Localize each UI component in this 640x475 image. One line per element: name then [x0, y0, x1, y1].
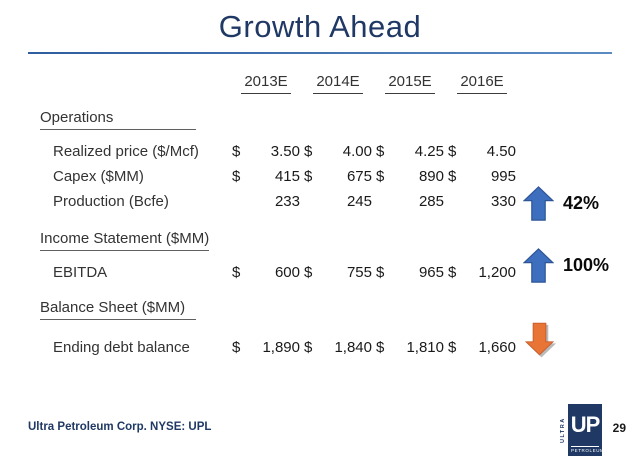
cell-value: 285 — [418, 193, 444, 210]
cell-value: 1,840 — [334, 339, 372, 356]
logo-up-text: UP — [570, 411, 601, 437]
cell-value: 755 — [346, 264, 372, 281]
growth-annotation-production: 42% — [523, 186, 599, 221]
table-row-ending-debt: Ending debt balance $ 1,890 $ 1,840 $ 1,… — [40, 338, 640, 357]
page-number: 29 — [612, 421, 626, 435]
decline-annotation-debt — [525, 320, 554, 358]
currency-symbol: $ — [232, 168, 241, 185]
cell-value: 245 — [346, 193, 372, 210]
header-spacer — [40, 72, 228, 94]
down-arrow-icon — [525, 322, 554, 356]
section-header-operations: Operations — [40, 108, 640, 130]
currency-symbol: $ — [376, 264, 385, 281]
growth-percent: 42% — [563, 193, 600, 213]
column-header-label: 2015E — [385, 72, 435, 94]
section-header-label: Balance Sheet ($MM) — [40, 298, 196, 320]
cell-value: 600 — [274, 264, 300, 281]
column-header-label: 2014E — [313, 72, 363, 94]
row-label: Realized price ($/Mcf) — [53, 143, 199, 160]
row-label: EBITDA — [53, 264, 108, 281]
ultra-petroleum-logo: ULTRA UP PETROLEUM — [560, 404, 604, 456]
currency-symbol: $ — [376, 168, 385, 185]
cell-value: 4.25 — [414, 143, 444, 160]
currency-symbol: $ — [448, 143, 457, 160]
currency-symbol: $ — [448, 264, 457, 281]
cell-value: 330 — [490, 193, 516, 210]
column-header-label: 2013E — [241, 72, 291, 94]
cell-value: 995 — [490, 168, 516, 185]
financial-table: 2013E 2014E 2015E 2016E Operations Reali… — [0, 72, 640, 357]
up-arrow-icon — [523, 186, 554, 221]
row-label: Ending debt balance — [53, 339, 190, 356]
cell-value: 1,810 — [406, 339, 444, 356]
section-header-balance-sheet: Balance Sheet ($MM) — [40, 298, 640, 320]
row-label: Production (Bcfe) — [53, 193, 169, 210]
cell-value: 965 — [418, 264, 444, 281]
currency-symbol: $ — [304, 143, 313, 160]
cell-value: 1,200 — [478, 264, 516, 281]
currency-symbol: $ — [304, 339, 313, 356]
currency-symbol: $ — [448, 339, 457, 356]
table-row-realized-price: Realized price ($/Mcf) $ 3.50 $ 4.00 $ 4… — [40, 142, 640, 161]
cell-value: 233 — [274, 193, 300, 210]
column-header-2014e: 2014E — [304, 72, 372, 94]
column-header-2013e: 2013E — [232, 72, 300, 94]
logo-box: UP PETROLEUM — [568, 404, 604, 456]
growth-annotation-ebitda: 100% — [523, 248, 609, 283]
row-label: Capex ($MM) — [53, 168, 144, 185]
currency-symbol: $ — [232, 264, 241, 281]
table-row-ebitda: EBITDA $ 600 $ 755 $ 965 $ 1,200 — [40, 263, 640, 282]
section-header-label: Income Statement ($MM) — [40, 229, 210, 251]
up-arrow-icon — [523, 248, 554, 283]
currency-symbol: $ — [376, 339, 385, 356]
growth-percent: 100% — [563, 255, 610, 275]
currency-symbol: $ — [232, 339, 241, 356]
currency-symbol: $ — [232, 143, 241, 160]
cell-value: 4.00 — [342, 143, 372, 160]
column-header-2016e: 2016E — [448, 72, 516, 94]
logo-petroleum-text: PETROLEUM — [571, 445, 604, 453]
slide-title: Growth Ahead — [218, 9, 422, 44]
title-divider — [28, 52, 612, 54]
cell-value: 890 — [418, 168, 444, 185]
currency-symbol: $ — [304, 168, 313, 185]
section-header-label: Operations — [40, 108, 196, 130]
currency-symbol: $ — [448, 168, 457, 185]
section-header-income-statement: Income Statement ($MM) — [40, 229, 640, 251]
cell-value: 3.50 — [270, 143, 300, 160]
table-header-row: 2013E 2014E 2015E 2016E — [40, 72, 640, 94]
table-row-production: Production (Bcfe) 233 245 285 330 — [40, 192, 640, 211]
cell-value: 1,660 — [478, 339, 516, 356]
currency-symbol: $ — [376, 143, 385, 160]
footer-company-text: Ultra Petroleum Corp. NYSE: UPL — [28, 421, 212, 433]
column-header-2015e: 2015E — [376, 72, 444, 94]
cell-value: 675 — [346, 168, 372, 185]
cell-value: 415 — [274, 168, 300, 185]
currency-symbol: $ — [304, 264, 313, 281]
logo-ultra-text: ULTRA — [560, 417, 566, 443]
table-row-capex: Capex ($MM) $ 415 $ 675 $ 890 $ 995 — [40, 167, 640, 186]
cell-value: 1,890 — [262, 339, 300, 356]
cell-value: 4.50 — [486, 143, 516, 160]
column-header-label: 2016E — [457, 72, 507, 94]
